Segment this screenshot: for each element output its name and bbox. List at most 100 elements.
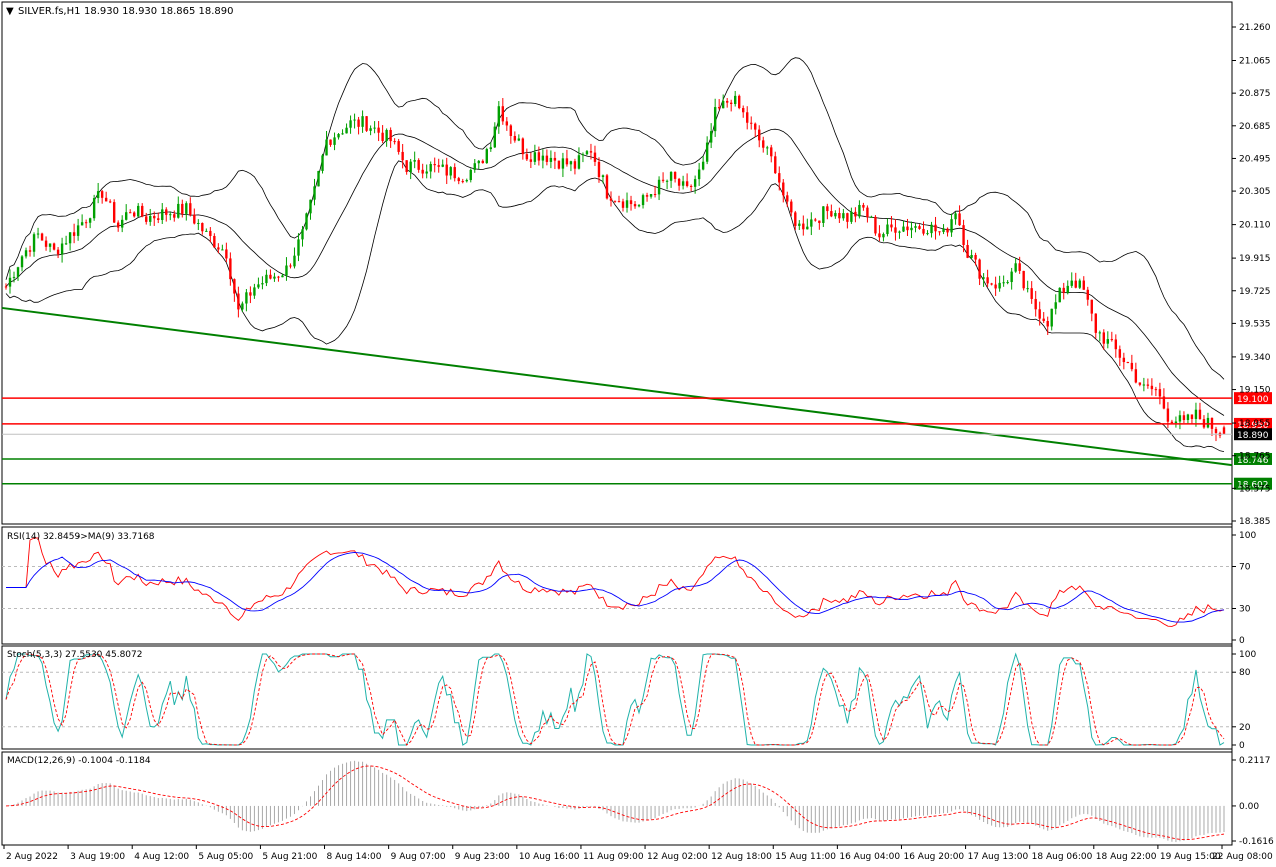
candle-body — [485, 149, 488, 164]
time-tick-label: 12 Aug 18:00 — [711, 852, 772, 862]
macd-signal-line — [5, 765, 1225, 841]
candle-body — [613, 200, 617, 202]
candle-body — [149, 215, 152, 222]
candle-body — [197, 223, 200, 225]
candle-body — [1094, 313, 1097, 333]
candle-body — [1106, 339, 1110, 344]
candle-body — [321, 155, 324, 171]
candle-body — [918, 226, 921, 229]
panel-frames — [1, 1, 1233, 846]
candle-body — [994, 284, 997, 289]
time-tick-label: 9 Aug 07:00 — [391, 852, 446, 862]
candle-body — [417, 160, 420, 170]
candle-body — [425, 171, 428, 174]
candle-body — [665, 180, 669, 182]
candle-body — [790, 201, 793, 213]
candle-body — [1010, 271, 1013, 283]
candle-body — [549, 157, 553, 162]
candle-body — [357, 119, 360, 127]
candle-body — [1038, 309, 1041, 319]
price-tick-label: 19.535 — [1239, 319, 1271, 329]
time-tick-label: 18 Aug 06:00 — [1032, 852, 1093, 862]
price-tick-label: 21.065 — [1239, 57, 1271, 67]
candle-body — [810, 219, 813, 227]
candle-body — [397, 141, 400, 152]
candle-body — [76, 225, 80, 236]
candle-body — [349, 120, 352, 128]
candle-body — [1178, 415, 1182, 422]
candle-body — [725, 100, 729, 103]
candle-body — [1130, 362, 1134, 370]
candle-body — [1022, 270, 1025, 289]
candle-body — [401, 151, 404, 161]
candle-body — [517, 138, 521, 141]
candle-body — [537, 152, 541, 161]
time-tick-label: 2 Aug 2022 — [6, 852, 58, 862]
header-arrow-icon[interactable]: ▼ — [6, 6, 14, 17]
candle-body — [1070, 280, 1073, 286]
price-tick-label: 19.915 — [1239, 254, 1271, 264]
candle-body — [233, 279, 236, 294]
candle-body — [325, 139, 328, 156]
candle-body — [874, 216, 877, 234]
candle-body — [774, 156, 777, 174]
candle-body — [68, 232, 72, 244]
candle-body — [457, 178, 460, 182]
candle-body — [124, 212, 128, 220]
candle-body — [609, 198, 613, 201]
candle-body — [842, 213, 845, 219]
price-tick-label: 20.685 — [1239, 122, 1271, 132]
candle-body — [1162, 396, 1166, 409]
candle-body — [782, 182, 785, 196]
candle-body — [161, 209, 164, 220]
candle-body — [930, 224, 933, 234]
candle-body — [729, 102, 733, 105]
candle-body — [593, 152, 597, 162]
candle-body — [1142, 384, 1146, 386]
candle-body — [1030, 288, 1033, 299]
candle-body — [477, 160, 480, 164]
candle-body — [762, 140, 765, 148]
candle-body — [693, 179, 697, 187]
indicator-tick-label: 100 — [1239, 531, 1256, 541]
trendline — [1, 306, 1233, 467]
candle-body — [1082, 280, 1085, 290]
price-tick-label: 18.955 — [1239, 419, 1271, 429]
candle-body — [1222, 427, 1226, 435]
candle-body — [866, 207, 869, 218]
panel-border-main — [1, 1, 1233, 525]
candle-body — [237, 293, 240, 310]
candle-body — [545, 155, 549, 162]
candle-body — [657, 179, 661, 195]
candle-body — [1098, 332, 1101, 334]
candle-body — [469, 169, 472, 181]
candle-body — [189, 203, 192, 215]
candle-body — [850, 211, 853, 222]
candle-body — [497, 106, 501, 127]
time-tick-label: 11 Aug 09:00 — [583, 852, 644, 862]
candle-body — [289, 265, 292, 267]
candle-body — [778, 173, 781, 183]
candle-body — [329, 139, 332, 145]
candle-body — [309, 199, 312, 214]
level-tag — [1234, 417, 1272, 430]
candle-body — [393, 141, 396, 143]
level-tag-label: 19.100 — [1237, 395, 1269, 405]
indicator-tick-label: 30 — [1239, 605, 1251, 615]
indicator-tick-label: 0 — [1239, 636, 1245, 646]
candle-body — [858, 204, 861, 217]
candle-body — [942, 228, 945, 232]
time-tick-label: 5 Aug 21:00 — [262, 852, 317, 862]
candle-body — [12, 276, 16, 278]
candle-body — [1050, 308, 1053, 327]
candle-body — [830, 211, 833, 217]
candle-body — [509, 125, 513, 136]
time-tick-label: 4 Aug 12:00 — [134, 852, 189, 862]
candle-body — [717, 107, 721, 109]
candle-body — [137, 205, 140, 217]
level-tag-label: 18.890 — [1237, 431, 1269, 441]
stoch-signal-line — [5, 653, 1225, 746]
indicator-tick-label: 80 — [1239, 668, 1251, 678]
level-tag — [1234, 452, 1272, 465]
